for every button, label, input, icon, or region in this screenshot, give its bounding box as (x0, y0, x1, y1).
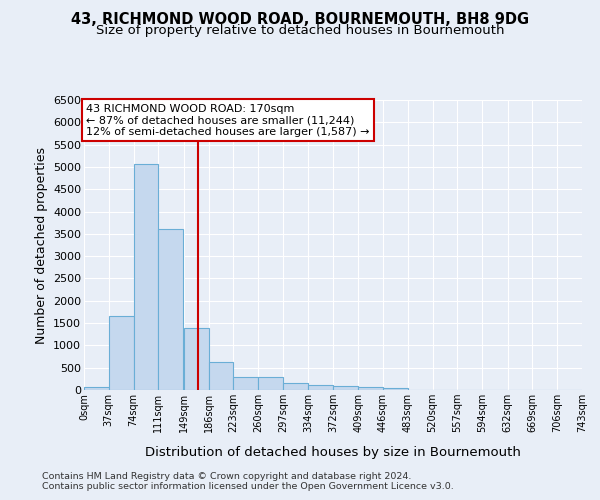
Text: Size of property relative to detached houses in Bournemouth: Size of property relative to detached ho… (96, 24, 504, 37)
Bar (233, 376, 258, 390)
Text: 43 RICHMOND WOOD ROAD: 170sqm
← 87% of detached houses are smaller (11,244)
12% : 43 RICHMOND WOOD ROAD: 170sqm ← 87% of d… (86, 104, 370, 137)
Bar (109, 316, 134, 390)
Bar (383, 388, 408, 390)
Bar (358, 388, 383, 390)
Y-axis label: Number of detached properties: Number of detached properties (35, 146, 47, 344)
Text: Contains HM Land Registry data © Crown copyright and database right 2024.: Contains HM Land Registry data © Crown c… (42, 472, 412, 481)
Text: Distribution of detached houses by size in Bournemouth: Distribution of detached houses by size … (145, 446, 521, 459)
Text: 43, RICHMOND WOOD ROAD, BOURNEMOUTH, BH8 9DG: 43, RICHMOND WOOD ROAD, BOURNEMOUTH, BH8… (71, 12, 529, 28)
Bar (209, 362, 233, 390)
Bar (158, 230, 183, 390)
Text: Contains public sector information licensed under the Open Government Licence v3: Contains public sector information licen… (42, 482, 454, 491)
Bar (308, 384, 332, 390)
Bar (283, 384, 308, 390)
Bar (134, 164, 158, 390)
Bar (184, 328, 209, 390)
Bar (258, 377, 283, 390)
Bar (334, 386, 358, 390)
Bar (84, 386, 109, 390)
